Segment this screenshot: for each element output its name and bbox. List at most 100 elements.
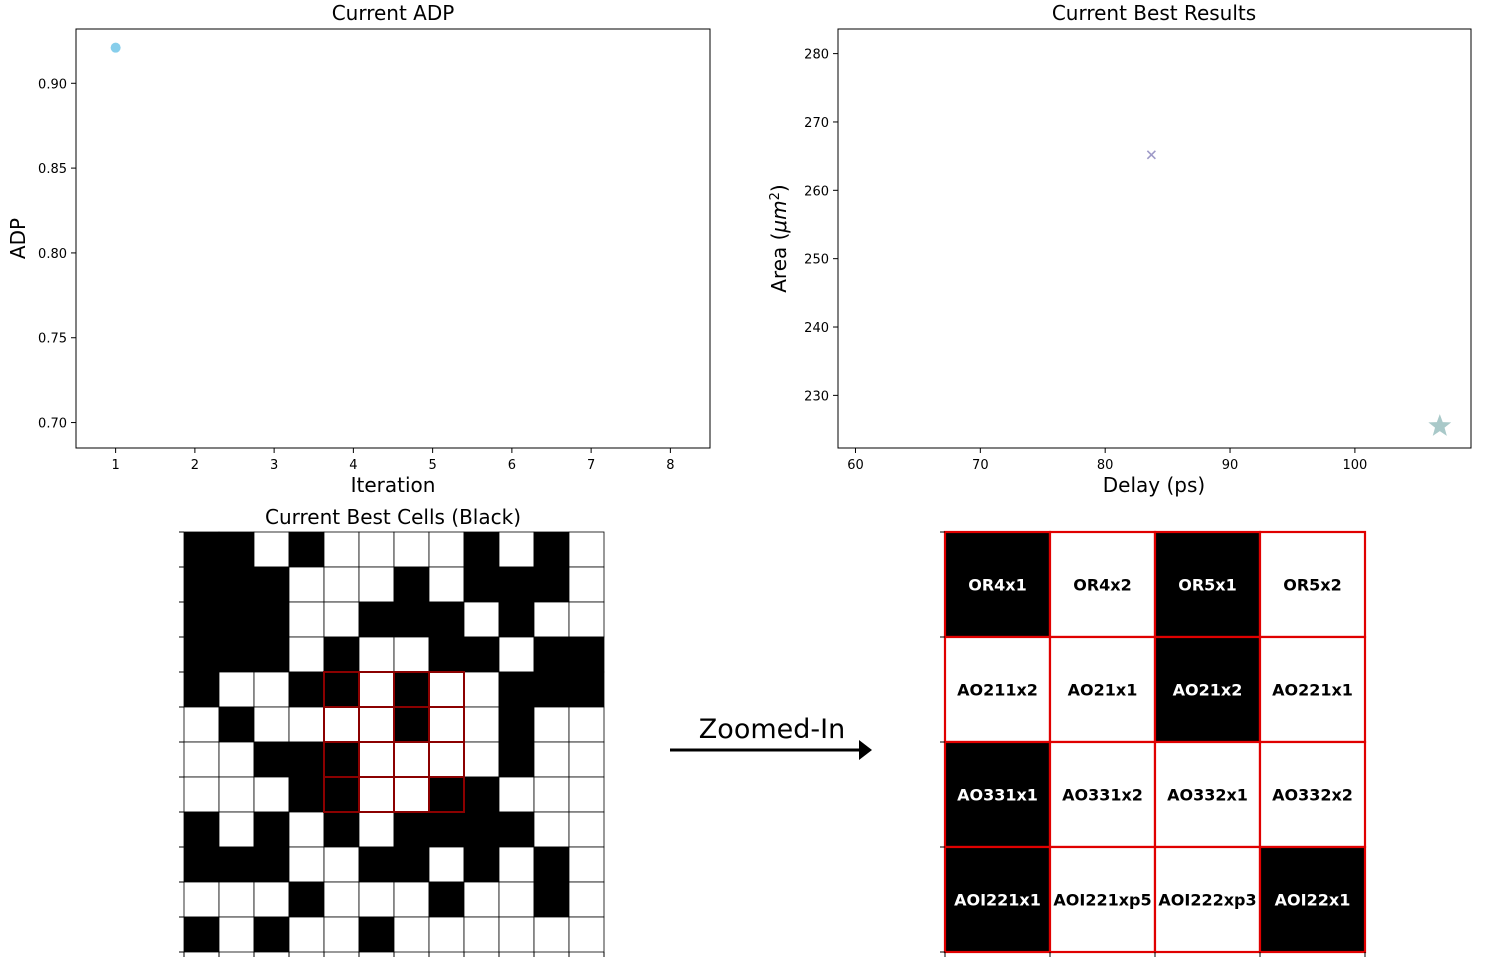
grid-cell (428, 741, 465, 778)
grid-cell (358, 671, 395, 708)
adp-x-axis-label: Iteration (351, 473, 436, 497)
grid-cell (533, 636, 570, 673)
grid-cell (183, 566, 220, 603)
grid-cell (358, 881, 395, 918)
grid-cell (253, 741, 290, 778)
adp-plot-frame (75, 28, 711, 449)
grid-cell (288, 706, 325, 743)
zoomed-cell-label: OR4x1 (968, 576, 1027, 595)
best-cells-ticks (179, 531, 605, 957)
x-tick-label: 3 (270, 458, 278, 473)
adp-y-ticks: 0.70 0.75 0.80 0.85 0.90 (38, 77, 76, 432)
grid-cell (498, 601, 535, 638)
grid-cell (463, 881, 500, 918)
x-tick-label: 4 (349, 458, 357, 473)
best-results-x-ticks: 60 70 80 90 100 (847, 448, 1367, 473)
grid-cell (393, 741, 430, 778)
grid-cell (498, 636, 535, 673)
zoomed-cell-box (1258, 740, 1367, 849)
adp-chart-title: Current ADP (332, 1, 455, 25)
grid-cell (253, 811, 290, 848)
grid-cell (323, 601, 360, 638)
zoomed-cell: OR4x2 (1048, 530, 1157, 639)
grid-cell (463, 636, 500, 673)
y-tick-label: 240 (804, 321, 829, 336)
grid-cell (568, 566, 605, 603)
grid-cell (183, 601, 220, 638)
zoomed-cell-box (1258, 530, 1367, 639)
grid-cell (498, 881, 535, 918)
zoom-arrow-label: Zoomed-In (699, 714, 845, 745)
zoomed-cell: AO332x2 (1258, 740, 1367, 849)
grid-cell (533, 601, 570, 638)
grid-cell (183, 671, 220, 708)
best-cells-matrix (183, 531, 605, 953)
grid-cell (568, 636, 605, 673)
zoomed-cell-label: AO332x2 (1272, 786, 1353, 805)
grid-cell (358, 636, 395, 673)
grid-cell (253, 566, 290, 603)
grid-cell (393, 671, 430, 708)
grid-cell (323, 636, 360, 673)
y-tick-label: 0.75 (38, 332, 67, 347)
grid-cell (288, 566, 325, 603)
x-tick-label: 60 (847, 458, 864, 473)
zoomed-cell-box (1258, 845, 1367, 954)
data-point-star (1428, 414, 1452, 436)
grid-cell (428, 776, 465, 813)
grid-cell (288, 741, 325, 778)
grid-cell (358, 741, 395, 778)
grid-cell (498, 916, 535, 953)
zoomed-cell: AO211x2 (943, 635, 1052, 744)
grid-cell (253, 916, 290, 953)
zoom-highlight-region (323, 671, 465, 813)
grid-cell (463, 811, 500, 848)
grid-cell (218, 531, 255, 568)
grid-cell (183, 741, 220, 778)
grid-cell (428, 566, 465, 603)
zoomed-cell: AO21x1 (1048, 635, 1157, 744)
grid-cell (183, 531, 220, 568)
best-results-chart: Current Best Results 60 70 80 90 100 2302402… (767, 1, 1472, 497)
grid-cell (533, 531, 570, 568)
grid-cell (463, 916, 500, 953)
grid-cell (323, 846, 360, 883)
grid-cell (323, 741, 360, 778)
zoomed-cell-label: OR5x2 (1283, 576, 1342, 595)
zoomed-cell: AO332x1 (1153, 740, 1262, 849)
grid-cell (498, 671, 535, 708)
grid-cell (323, 916, 360, 953)
grid-cell (393, 881, 430, 918)
grid-cell (393, 916, 430, 953)
grid-cell (323, 671, 360, 708)
grid-cell (533, 566, 570, 603)
grid-cell (253, 776, 290, 813)
grid-cell (568, 916, 605, 953)
grid-cell (428, 636, 465, 673)
x-tick-label: 8 (666, 458, 674, 473)
grid-cell (288, 846, 325, 883)
grid-cell (568, 706, 605, 743)
grid-cell (463, 531, 500, 568)
grid-cell (358, 811, 395, 848)
x-tick-label: 100 (1342, 458, 1367, 473)
y-label-close: ) (767, 184, 791, 192)
zoomed-cell: AOI222xp3 (1153, 845, 1262, 954)
grid-cell (533, 811, 570, 848)
data-point-x-stroke (1146, 150, 1156, 160)
grid-cell (183, 846, 220, 883)
grid-cell (533, 706, 570, 743)
grid-cell (323, 531, 360, 568)
grid-cell (288, 881, 325, 918)
grid-cell (288, 531, 325, 568)
grid-cell (393, 846, 430, 883)
grid-cell (218, 566, 255, 603)
grid-cell (323, 706, 360, 743)
grid-cell (358, 531, 395, 568)
grid-cell (253, 601, 290, 638)
grid-cell (253, 881, 290, 918)
grid-cell (428, 811, 465, 848)
grid-cell (288, 811, 325, 848)
zoomed-cell-box (943, 635, 1052, 744)
zoomed-cell-label: AO332x1 (1167, 786, 1248, 805)
